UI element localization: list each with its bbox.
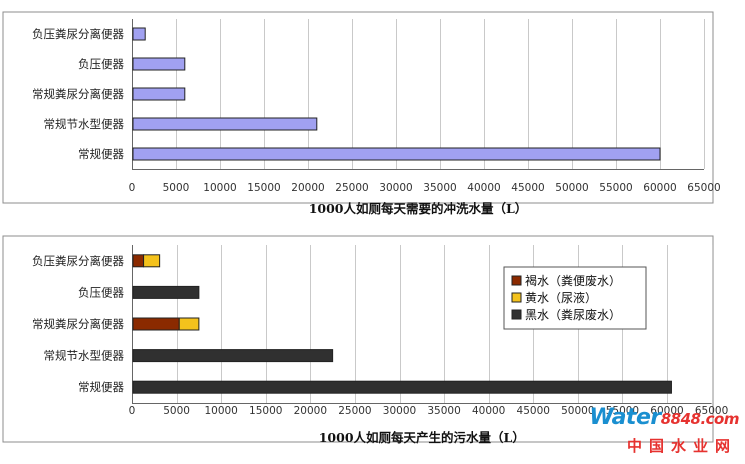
- category-label: 常规便器: [78, 147, 124, 161]
- x-axis-title: 1000人如厕每天需要的冲洗水量（L）: [309, 201, 528, 216]
- x-tick-label: 55000: [606, 405, 639, 417]
- x-tick-label: 20000: [294, 405, 327, 417]
- x-tick-label: 25000: [338, 405, 371, 417]
- x-tick-label: 40000: [467, 182, 500, 194]
- legend-box: [503, 266, 647, 330]
- chart-frame-1: [2, 11, 714, 204]
- x-tick-label: 5000: [163, 405, 190, 417]
- x-tick-label: 55000: [599, 182, 632, 194]
- bar-segment: [132, 254, 145, 268]
- bar: [132, 87, 186, 101]
- x-tick-label: 15000: [249, 405, 282, 417]
- category-label: 常规粪尿分离便器: [32, 317, 124, 331]
- category-label: 常规便器: [78, 380, 124, 394]
- legend-label: 黄水（尿液）: [525, 290, 597, 305]
- bar: [132, 147, 661, 161]
- category-label: 负压粪尿分离便器: [32, 27, 124, 41]
- x-tick-label: 30000: [383, 405, 416, 417]
- x-tick-label: 30000: [379, 182, 412, 194]
- x-tick-label: 0: [129, 405, 136, 417]
- x-tick-label: 10000: [204, 405, 237, 417]
- category-label: 负压便器: [78, 285, 124, 299]
- category-label: 负压便器: [78, 57, 124, 71]
- category-label: 常规粪尿分离便器: [32, 87, 124, 101]
- x-tick-label: 35000: [427, 405, 460, 417]
- legend-swatch: [511, 275, 522, 286]
- x-tick-label: 10000: [203, 182, 236, 194]
- x-tick-label: 65000: [687, 182, 720, 194]
- x-tick-label: 5000: [163, 182, 190, 194]
- bar-segment: [132, 349, 334, 363]
- watermark-brand-c: .com: [700, 410, 739, 428]
- legend-swatch: [511, 292, 522, 303]
- bar-segment: [132, 380, 672, 394]
- bar-segment: [178, 317, 200, 331]
- x-tick-label: 60000: [643, 182, 676, 194]
- category-label: 常规节水型便器: [44, 117, 125, 131]
- x-tick-label: 50000: [555, 182, 588, 194]
- x-tick-label: 60000: [650, 405, 683, 417]
- category-label: 负压粪尿分离便器: [32, 254, 124, 268]
- legend-label: 褐水（粪便废水）: [525, 273, 621, 288]
- x-tick-label: 40000: [472, 405, 505, 417]
- bar-segment: [143, 254, 161, 268]
- x-tick-label: 65000: [695, 405, 728, 417]
- bar: [132, 57, 186, 71]
- x-tick-label: 45000: [517, 405, 550, 417]
- x-tick-label: 15000: [247, 182, 280, 194]
- legend-label: 黑水（粪尿废水）: [525, 307, 621, 322]
- watermark-logo: Water8848.com 中国水业网: [589, 406, 739, 462]
- watermark-brand-a: Water: [589, 405, 661, 430]
- bar-segment: [132, 317, 180, 331]
- x-tick-label: 35000: [423, 182, 456, 194]
- x-tick-label: 20000: [291, 182, 324, 194]
- x-tick-label: 45000: [511, 182, 544, 194]
- category-label: 常规节水型便器: [44, 349, 125, 363]
- x-axis-title: 1000人如厕每天产生的污水量（L）: [319, 430, 525, 445]
- watermark-brand-b: 8848: [660, 410, 701, 428]
- bar: [132, 27, 146, 41]
- watermark-site: 中国水业网: [626, 437, 737, 455]
- bar: [132, 117, 318, 131]
- x-tick-label: 0: [129, 182, 136, 194]
- x-tick-label: 25000: [335, 182, 368, 194]
- watermark-brand: Water8848.com: [589, 406, 739, 431]
- legend-swatch: [511, 309, 522, 320]
- x-tick-label: 50000: [561, 405, 594, 417]
- bar-segment: [132, 285, 200, 299]
